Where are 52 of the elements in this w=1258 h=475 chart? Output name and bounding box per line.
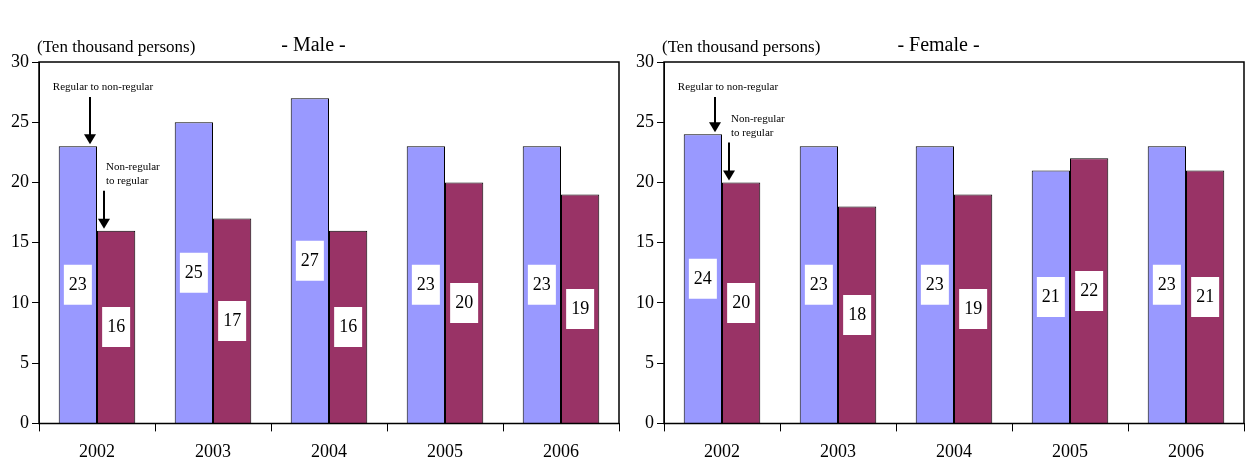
data-label: 24 (693, 267, 712, 288)
data-label: 23 (809, 273, 828, 294)
x-tick-label: 2002 (704, 440, 740, 461)
y-axis-title: (Ten thousand persons) (37, 36, 196, 56)
annotation: Regular to non-regular (677, 80, 779, 93)
data-label: 17 (223, 309, 242, 330)
data-label: 21 (1041, 285, 1060, 306)
data-label: 19 (964, 297, 983, 318)
data-label: 20 (732, 291, 751, 312)
chart-title: - Male - (281, 33, 346, 56)
data-label: 23 (1157, 273, 1176, 294)
x-tick-label: 2003 (820, 440, 856, 461)
y-tick-label: 0 (20, 412, 29, 433)
data-label: 18 (848, 303, 867, 324)
x-tick-label: 2006 (543, 440, 579, 461)
x-tick-label: 2005 (427, 440, 463, 461)
annotation: Non-regular to regular (731, 111, 786, 138)
y-tick-label: 20 (636, 171, 654, 192)
x-tick-label: 2006 (1168, 440, 1204, 461)
y-tick-label: 25 (636, 110, 654, 131)
data-label: 23 (416, 273, 435, 294)
data-label: 16 (107, 315, 126, 336)
data-label: 23 (925, 273, 944, 294)
data-label: 27 (300, 249, 319, 270)
data-label: 16 (339, 315, 358, 336)
data-label: 21 (1196, 285, 1215, 306)
data-label: 23 (532, 273, 551, 294)
chart-title: - Female - (897, 33, 980, 56)
y-tick-label: 10 (11, 291, 29, 312)
y-tick-label: 5 (20, 351, 29, 372)
x-tick-label: 2002 (79, 440, 115, 461)
data-label: 23 (68, 273, 87, 294)
x-tick-label: 2005 (1052, 440, 1088, 461)
x-tick-label: 2004 (936, 440, 972, 461)
data-label: 25 (184, 261, 203, 282)
x-tick-label: 2004 (311, 440, 347, 461)
y-tick-label: 10 (636, 291, 654, 312)
y-tick-label: 15 (636, 231, 654, 252)
y-tick-label: 30 (636, 50, 654, 71)
annotation: Regular to non-regular (52, 80, 154, 93)
y-tick-label: 15 (11, 231, 29, 252)
y-tick-label: 0 (645, 412, 654, 433)
x-tick-label: 2003 (195, 440, 231, 461)
y-tick-label: 20 (11, 171, 29, 192)
data-label: 20 (455, 291, 474, 312)
y-axis-title: (Ten thousand persons) (662, 36, 821, 56)
annotation: Non-regular to regular (106, 160, 161, 187)
y-tick-label: 30 (11, 50, 29, 71)
y-tick-label: 5 (645, 351, 654, 372)
data-label: 19 (571, 297, 590, 318)
data-label: 22 (1080, 279, 1099, 300)
y-tick-label: 25 (11, 110, 29, 131)
